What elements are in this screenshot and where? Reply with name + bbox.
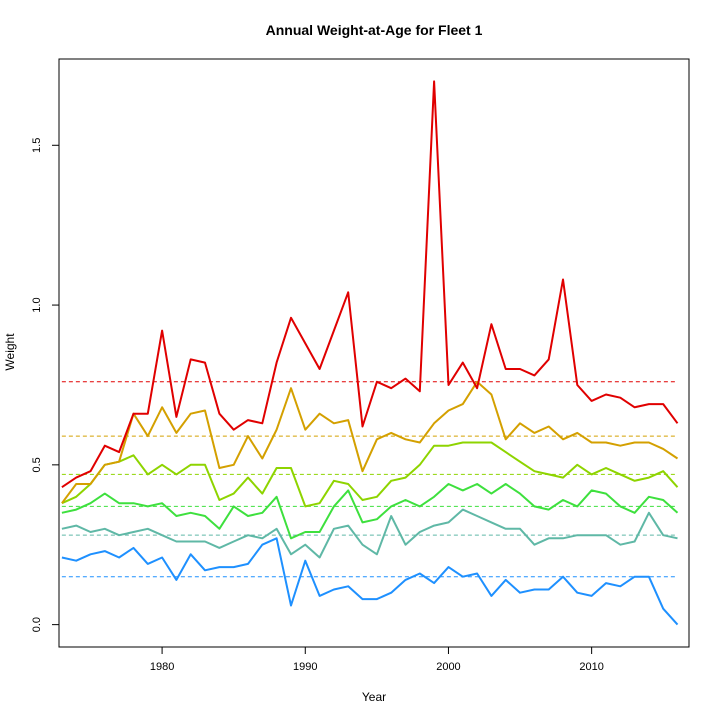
x-tick-label: 1990 xyxy=(293,661,317,673)
series-line-2 xyxy=(61,508,678,559)
mean-lines xyxy=(61,381,678,578)
y-tick-label: 0.0 xyxy=(31,617,43,632)
series-line-1 xyxy=(61,537,679,626)
series-line-6 xyxy=(61,80,679,489)
y-tick-label: 1.5 xyxy=(31,138,43,153)
x-axis-label: Year xyxy=(362,690,386,704)
x-tick-label: 2010 xyxy=(579,661,603,673)
series-line-5 xyxy=(61,380,679,504)
x-tick-label: 1980 xyxy=(150,661,174,673)
series-lines xyxy=(61,80,679,626)
y-tick-label: 1.0 xyxy=(31,297,43,312)
chart-title: Annual Weight-at-Age for Fleet 1 xyxy=(266,22,483,38)
series-line-4 xyxy=(61,441,679,508)
y-axis-label: Weight xyxy=(3,333,17,371)
x-tick-label: 2000 xyxy=(436,661,460,673)
series-line-3 xyxy=(61,483,679,540)
plot-frame xyxy=(58,58,690,648)
y-tick-label: 0.5 xyxy=(31,457,43,472)
